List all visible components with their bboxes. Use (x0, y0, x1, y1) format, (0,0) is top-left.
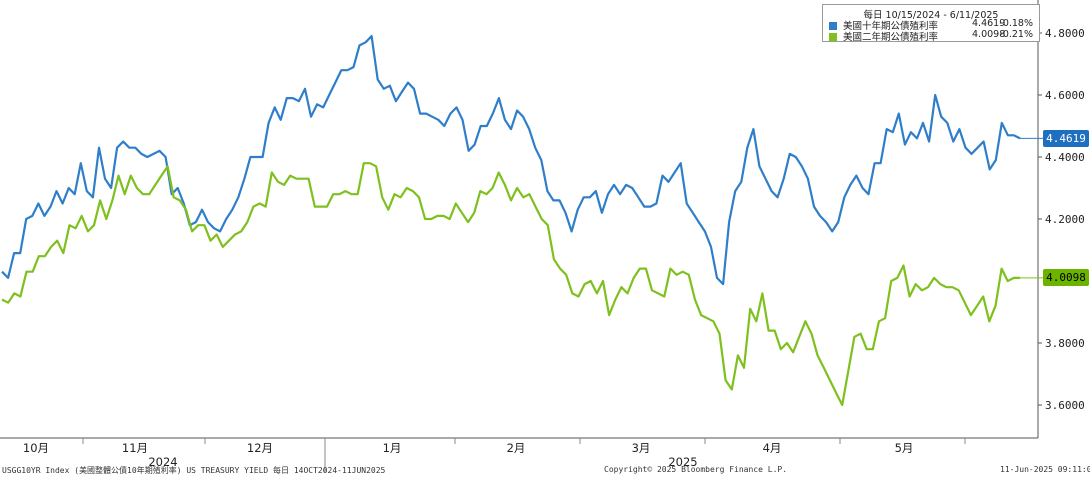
x-tick-label: 5月 (895, 441, 914, 455)
last-value-tag-10y: 4.4619 (1043, 129, 1089, 147)
legend-item-10y: 美國十年期公債殖利率 4.4619 -0.18% (829, 18, 1035, 32)
y-tick-label: 3.8000 (1045, 337, 1085, 350)
series-line-10y (1, 34, 1021, 286)
footer-copyright: Copyright© 2025 Bloomberg Finance L.P. (604, 465, 788, 474)
footer-timestamp: 11-Jun-2025 09:11:06 (1000, 465, 1090, 474)
series-line-2y (1, 162, 1020, 407)
tick-labels: 4.8000 4.6000 4.4000 4.2000 3.8000 3.6000 10月 1… (23, 27, 1085, 469)
x-year-label: 2024 (148, 455, 177, 469)
y-tick-label: 4.8000 (1045, 27, 1085, 40)
legend-swatch-2y (829, 33, 837, 41)
x-tick-label: 1月 (383, 441, 402, 455)
legend-frequency: 每日 (863, 10, 883, 21)
x-tick-label: 2月 (507, 441, 526, 455)
axes (0, 0, 1042, 472)
x-tick-label: 10月 (23, 441, 49, 455)
legend-value-10y: 4.4619 (972, 18, 1006, 29)
x-tick-label: 3月 (632, 441, 651, 455)
legend-value-2y: 4.0098 (972, 29, 1006, 40)
legend-header: 每日 10/15/2024 - 6/11/2025 (823, 7, 1039, 21)
legend-change-2y: -0.21% (999, 29, 1033, 40)
legend-label-2y: 美國二年期公債殖利率 (843, 32, 939, 43)
x-tick-label: 12月 (247, 441, 273, 455)
x-tick-label: 4月 (763, 441, 782, 455)
legend: 每日 10/15/2024 - 6/11/2025 美國十年期公債殖利率 4.4… (822, 4, 1040, 43)
legend-date-range: 10/15/2024 - 6/11/2025 (885, 10, 999, 21)
legend-swatch-10y (829, 22, 837, 30)
series-lines (1, 34, 1043, 407)
last-value-tag-2y: 4.0098 (1043, 269, 1089, 287)
x-year-label: 2025 (668, 455, 697, 469)
legend-change-10y: -0.18% (999, 18, 1033, 29)
y-tick-label: 4.6000 (1045, 89, 1085, 102)
legend-item-2y: 美國二年期公債殖利率 4.0098 -0.21% (829, 29, 1035, 43)
y-tick-label: 3.6000 (1045, 399, 1085, 412)
y-tick-label: 4.4000 (1045, 151, 1085, 164)
y-tick-label: 4.2000 (1045, 213, 1085, 226)
legend-label-10y: 美國十年期公債殖利率 (843, 21, 939, 32)
footer-index-info: USGG10YR Index (美國整體公債10年期殖利率) US TREASU… (2, 466, 386, 475)
x-tick-label: 11月 (122, 441, 148, 455)
